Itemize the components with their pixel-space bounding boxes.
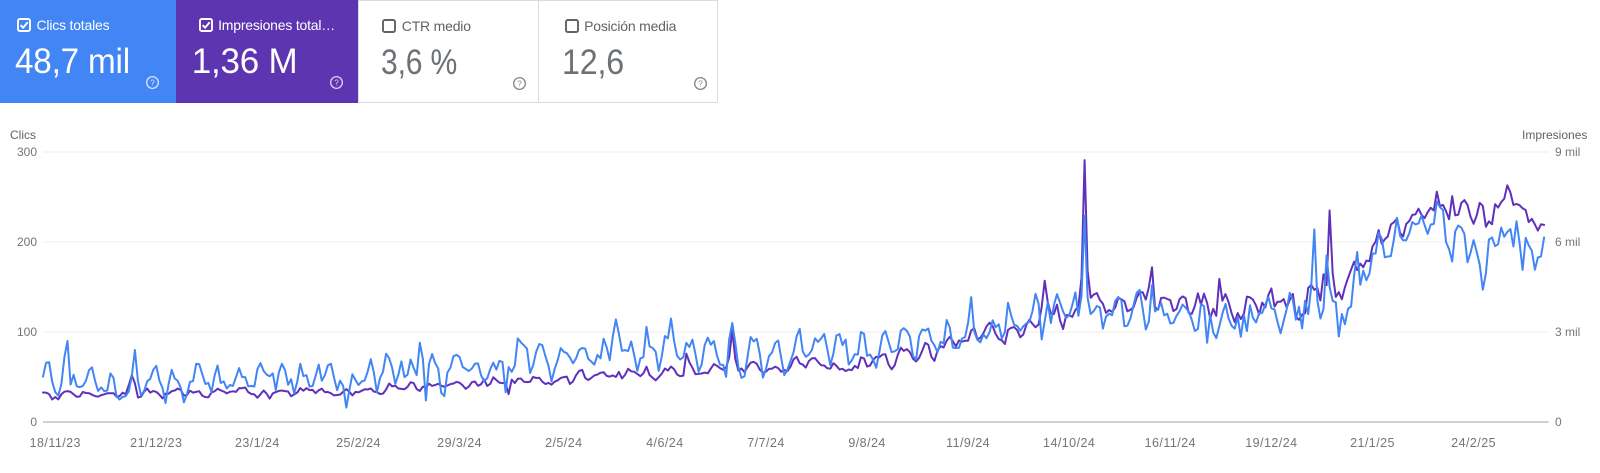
svg-text:?: ? — [698, 79, 703, 88]
svg-text:?: ? — [334, 78, 339, 87]
svg-text:?: ? — [517, 79, 522, 88]
svg-text:?: ? — [150, 78, 155, 87]
